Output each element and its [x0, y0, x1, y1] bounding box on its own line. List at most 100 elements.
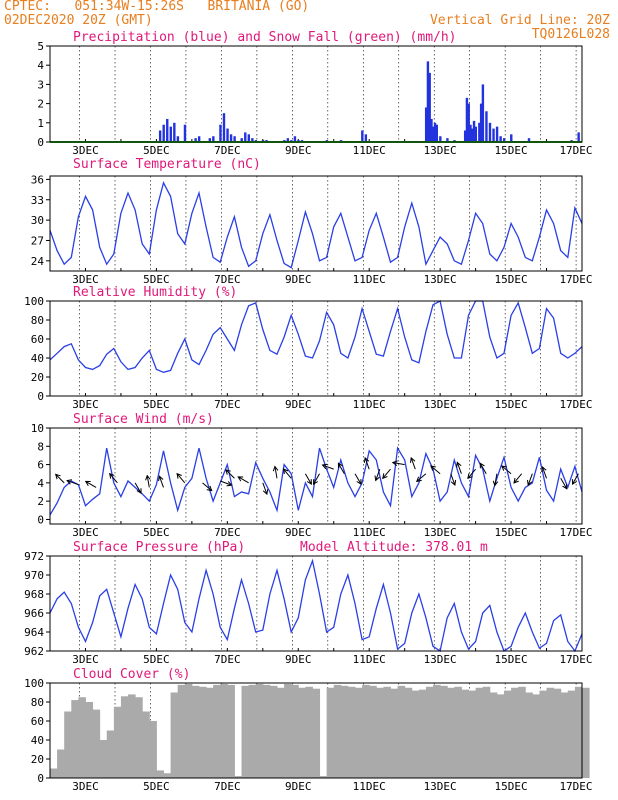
- precip-bar: [485, 111, 488, 142]
- precip-bar: [229, 134, 233, 142]
- y-tick-label: 2: [37, 98, 44, 111]
- x-tick-label: 11DEC: [353, 273, 386, 286]
- panel-frame: [49, 300, 583, 397]
- wind-arrow-head: [226, 481, 233, 487]
- precip-bar: [478, 122, 481, 142]
- cloud-bar: [234, 776, 243, 778]
- precip-bar: [435, 124, 438, 142]
- cloud-bar: [418, 689, 427, 778]
- cloud-bar: [347, 686, 356, 778]
- wind-arrow: [85, 480, 97, 488]
- x-tick-label: 13DEC: [424, 653, 457, 666]
- y-tick-label: 80: [31, 696, 44, 709]
- cloud-bar: [85, 702, 94, 778]
- panel-title: Relative Humidity (%): [73, 285, 237, 300]
- precip-bar: [465, 97, 469, 142]
- precip-bar: [472, 120, 476, 142]
- x-tick-label: 9DEC: [285, 653, 312, 666]
- cloud-bar: [156, 770, 164, 778]
- series-line: [49, 181, 583, 269]
- wind-arrow: [430, 465, 441, 475]
- cloud-bar: [298, 687, 306, 778]
- x-tick-label: 5DEC: [143, 273, 170, 286]
- wind-arrow: [392, 461, 405, 466]
- y-tick-label: 962: [24, 645, 44, 658]
- wind-arrow: [109, 473, 118, 484]
- y-tick-label: 6: [37, 459, 44, 472]
- cloud-bar: [518, 686, 526, 778]
- precip-bar: [166, 118, 169, 142]
- wind-arrow-head: [450, 479, 457, 486]
- wind-arrow: [513, 473, 523, 484]
- wind-arrow: [146, 475, 150, 488]
- cloud-bar: [312, 688, 321, 778]
- precip-bar: [430, 118, 433, 142]
- cloud-bar: [71, 700, 79, 778]
- cloud-bar: [390, 688, 399, 778]
- x-tick-label: 7DEC: [214, 144, 241, 157]
- wind-arrow: [527, 473, 533, 486]
- wind-arrow-head: [571, 479, 577, 486]
- wind-arrow-head: [513, 477, 519, 484]
- y-tick-label: 80: [31, 314, 44, 327]
- wind-arrow-head: [363, 456, 370, 463]
- precip-bar: [208, 138, 211, 142]
- wind-arrow: [262, 482, 268, 495]
- x-tick-label: 3DEC: [72, 144, 99, 157]
- panel-cloud: Cloud Cover (%) 0 20 40 60 80 100 3DEC 5DEC 7DEC 9…: [24, 667, 592, 793]
- panel-frame: [49, 175, 583, 272]
- precip-bar: [474, 126, 477, 142]
- precip-bar: [233, 136, 236, 142]
- wind-arrow-head: [306, 479, 312, 486]
- precip-bar: [162, 124, 165, 142]
- precip-bar: [173, 122, 176, 142]
- cloud-bar: [92, 709, 101, 778]
- cloud-bar: [546, 687, 555, 778]
- precip-bar: [361, 130, 364, 142]
- precip-bar: [219, 124, 222, 142]
- wind-arrow: [55, 474, 65, 484]
- cloud-bar: [461, 689, 470, 778]
- wind-arrow-head: [66, 479, 73, 485]
- x-tick-label: 13DEC: [424, 780, 457, 793]
- cloud-bar: [482, 686, 491, 778]
- x-tick-label: 15DEC: [495, 398, 528, 411]
- y-tick-label: 964: [24, 626, 44, 639]
- cloud-bar: [78, 697, 86, 778]
- x-tick-label: 11DEC: [353, 780, 386, 793]
- wind-arrow-head: [391, 460, 398, 466]
- wind-arrow-head: [206, 485, 213, 492]
- cloud-bar: [539, 690, 548, 778]
- wind-arrow: [467, 468, 476, 479]
- cloud-bar: [291, 684, 299, 778]
- wind-arrow: [202, 482, 213, 491]
- cloud-bar: [553, 688, 562, 778]
- wind-arrow: [494, 473, 498, 486]
- precip-bar: [222, 113, 226, 142]
- y-tick-label: 33: [31, 194, 44, 207]
- wind-arrow: [322, 464, 334, 470]
- wind-arrow-head: [321, 463, 328, 470]
- wind-arrow: [364, 457, 370, 470]
- panel-title: Surface Wind (m/s): [73, 412, 214, 427]
- panel-title: Surface Pressure (hPa): [73, 540, 245, 555]
- wind-arrow-head: [109, 472, 115, 479]
- cloud-bar: [574, 686, 583, 778]
- wind-arrow-head: [312, 479, 319, 486]
- cloud-bar: [149, 721, 157, 778]
- y-tick-label: 0: [37, 772, 44, 785]
- wind-arrow-head: [541, 466, 547, 473]
- panel-humidity: Relative Humidity (%) 0 20 40 60 80 100 3DEC 5DE…: [24, 285, 592, 411]
- precip-bar: [510, 134, 513, 142]
- wind-arrow-head: [467, 473, 473, 480]
- cloud-bar: [262, 684, 271, 778]
- x-tick-label: 17DEC: [559, 780, 592, 793]
- y-tick-label: 100: [24, 677, 44, 690]
- cloud-bar: [99, 740, 108, 778]
- wind-arrow-head: [136, 488, 142, 495]
- wind-arrow-head: [410, 456, 416, 463]
- panel-title: Cloud Cover (%): [73, 667, 190, 682]
- wind-arrow-head: [145, 474, 151, 481]
- precip-bar: [499, 136, 502, 142]
- x-tick-label: 5DEC: [143, 398, 170, 411]
